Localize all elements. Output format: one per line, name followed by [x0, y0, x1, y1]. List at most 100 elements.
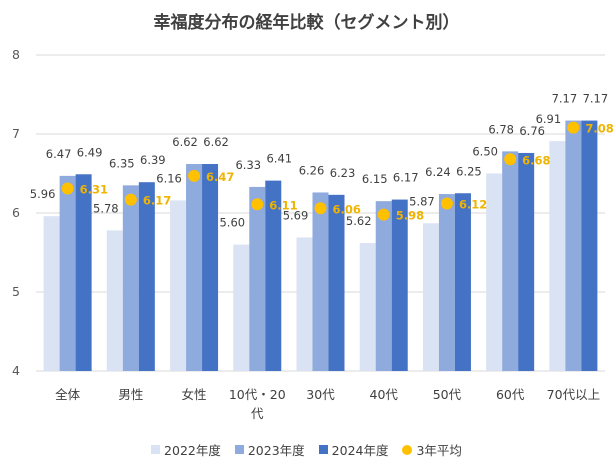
data-label-2023: 6.35: [109, 156, 135, 170]
bar-2023年度-1: [122, 185, 139, 371]
x-tick-label: 70代以上: [547, 387, 600, 402]
data-label-2022: 5.69: [283, 208, 309, 222]
bar-2024年度-6: [454, 193, 471, 371]
bar-2022年度-1: [106, 230, 123, 371]
bar-2023年度-2: [186, 164, 203, 371]
bar-2023年度-7: [502, 151, 519, 371]
x-tick-label: 10代・20: [229, 387, 286, 402]
x-tick-label-wrap: 代: [251, 406, 264, 421]
bar-2023年度-3: [249, 186, 266, 371]
legend-swatch-2022: [151, 445, 161, 454]
data-label-2023: 7.17: [552, 92, 578, 106]
data-label-2024: 6.76: [519, 124, 545, 138]
average-label: 6.06: [333, 202, 361, 216]
x-tick-label: 30代: [306, 387, 335, 402]
axis-labels: 4 5 6 7 8 全体 男性 女性 10代・20 代 30代 40代 50代 60代 70代以上: [12, 47, 600, 421]
average-marker: [188, 169, 201, 182]
data-label-2024: 6.49: [77, 145, 103, 159]
data-label-2024: 6.23: [330, 166, 356, 180]
data-label-2022: 5.96: [30, 187, 56, 201]
average-label: 6.11: [269, 198, 297, 212]
legend-item-2024: 2024年度: [318, 440, 389, 459]
bar-2023年度-4: [312, 192, 329, 371]
data-label-2023: 6.78: [488, 122, 514, 136]
data-label-2023: 6.47: [46, 147, 72, 161]
bar-2024年度-4: [328, 194, 345, 371]
average-marker: [314, 202, 327, 215]
bar-2023年度-6: [438, 194, 455, 371]
legend-item-2022: 2022年度: [151, 440, 221, 459]
average-marker: [504, 153, 517, 166]
data-label-2023: 6.26: [299, 163, 325, 177]
bar-2024年度-1: [138, 182, 155, 371]
average-label: 6.68: [522, 153, 550, 167]
average-marker: [377, 208, 390, 221]
data-label-2022: 5.62: [346, 214, 372, 228]
data-label-2022: 6.50: [472, 145, 498, 159]
legend-swatch-2024: [318, 445, 328, 454]
average-marker: [61, 182, 74, 195]
data-label-2022: 6.16: [156, 171, 182, 185]
average-marker: [567, 121, 580, 134]
bar-2022年度-6: [422, 223, 439, 371]
bar-2022年度-3: [233, 244, 250, 371]
bar-2022年度-4: [296, 237, 313, 371]
bar-2023年度-8: [565, 120, 582, 371]
bar-2023年度-5: [375, 201, 392, 371]
bar-2024年度-3: [265, 180, 282, 371]
chart-title: 幸福度分布の経年比較（セグメント別）: [153, 13, 460, 33]
data-label-2024: 6.25: [456, 164, 482, 178]
y-tick-label: 5: [12, 284, 20, 299]
bar-2022年度-8: [549, 141, 566, 371]
data-label-2022: 6.91: [536, 112, 562, 126]
y-tick-label: 4: [12, 363, 20, 378]
bar-2024年度-5: [391, 199, 408, 371]
legend: 2022年度 2023年度 2024年度 3年平均: [0, 440, 613, 459]
legend-item-2023: 2023年度: [234, 440, 305, 459]
y-tick-label: 7: [12, 126, 20, 141]
x-tick-label: 60代: [496, 387, 525, 402]
bar-2022年度-7: [486, 173, 503, 371]
data-label-2023: 6.15: [362, 172, 388, 186]
average-label: 6.12: [459, 198, 487, 212]
bar-2022年度-2: [170, 200, 187, 371]
data-label-2022: 5.60: [219, 216, 245, 230]
data-label-2024: 6.41: [266, 152, 292, 166]
bar-2024年度-0: [75, 174, 92, 371]
average-label: 6.31: [80, 183, 108, 197]
average-marker: [251, 198, 264, 211]
data-label-2022: 5.78: [93, 201, 119, 215]
y-tick-label: 6: [12, 205, 20, 220]
legend-label-2024: 2024年度: [331, 443, 389, 458]
legend-label-2023: 2023年度: [247, 443, 305, 458]
average-marker: [124, 193, 137, 206]
x-tick-label: 50代: [433, 387, 462, 402]
average-label: 6.17: [143, 194, 171, 208]
average-marker: [440, 197, 453, 210]
legend-swatch-2023: [234, 445, 244, 454]
x-tick-label: 女性: [182, 387, 207, 402]
data-label-2023: 6.62: [172, 135, 198, 149]
x-tick-label: 全体: [55, 387, 81, 402]
average-markers: 6.31 6.17 6.47 6.11 6.06 5.98 6.12 6.68 7.08: [61, 121, 613, 223]
bar-2022年度-5: [359, 243, 376, 371]
average-label: 6.47: [206, 170, 234, 184]
y-tick-label: 8: [12, 47, 20, 62]
legend-dot-average: [402, 444, 413, 455]
legend-label-average: 3年平均: [416, 443, 462, 458]
data-label-2024: 6.17: [393, 171, 419, 185]
data-label-2024: 6.62: [203, 135, 229, 149]
data-label-2022: 5.87: [409, 194, 435, 208]
bar-2024年度-2: [202, 164, 219, 371]
legend-item-average: 3年平均: [402, 440, 462, 459]
data-label-2023: 6.24: [425, 165, 451, 179]
average-label: 5.98: [396, 209, 424, 223]
x-tick-label: 40代: [370, 387, 399, 402]
bars: [43, 120, 598, 371]
average-label: 7.08: [585, 122, 613, 136]
legend-label-2022: 2022年度: [164, 443, 221, 458]
bar-2024年度-7: [518, 152, 535, 371]
bar-2022年度-0: [43, 216, 60, 371]
x-tick-label: 男性: [118, 387, 143, 402]
